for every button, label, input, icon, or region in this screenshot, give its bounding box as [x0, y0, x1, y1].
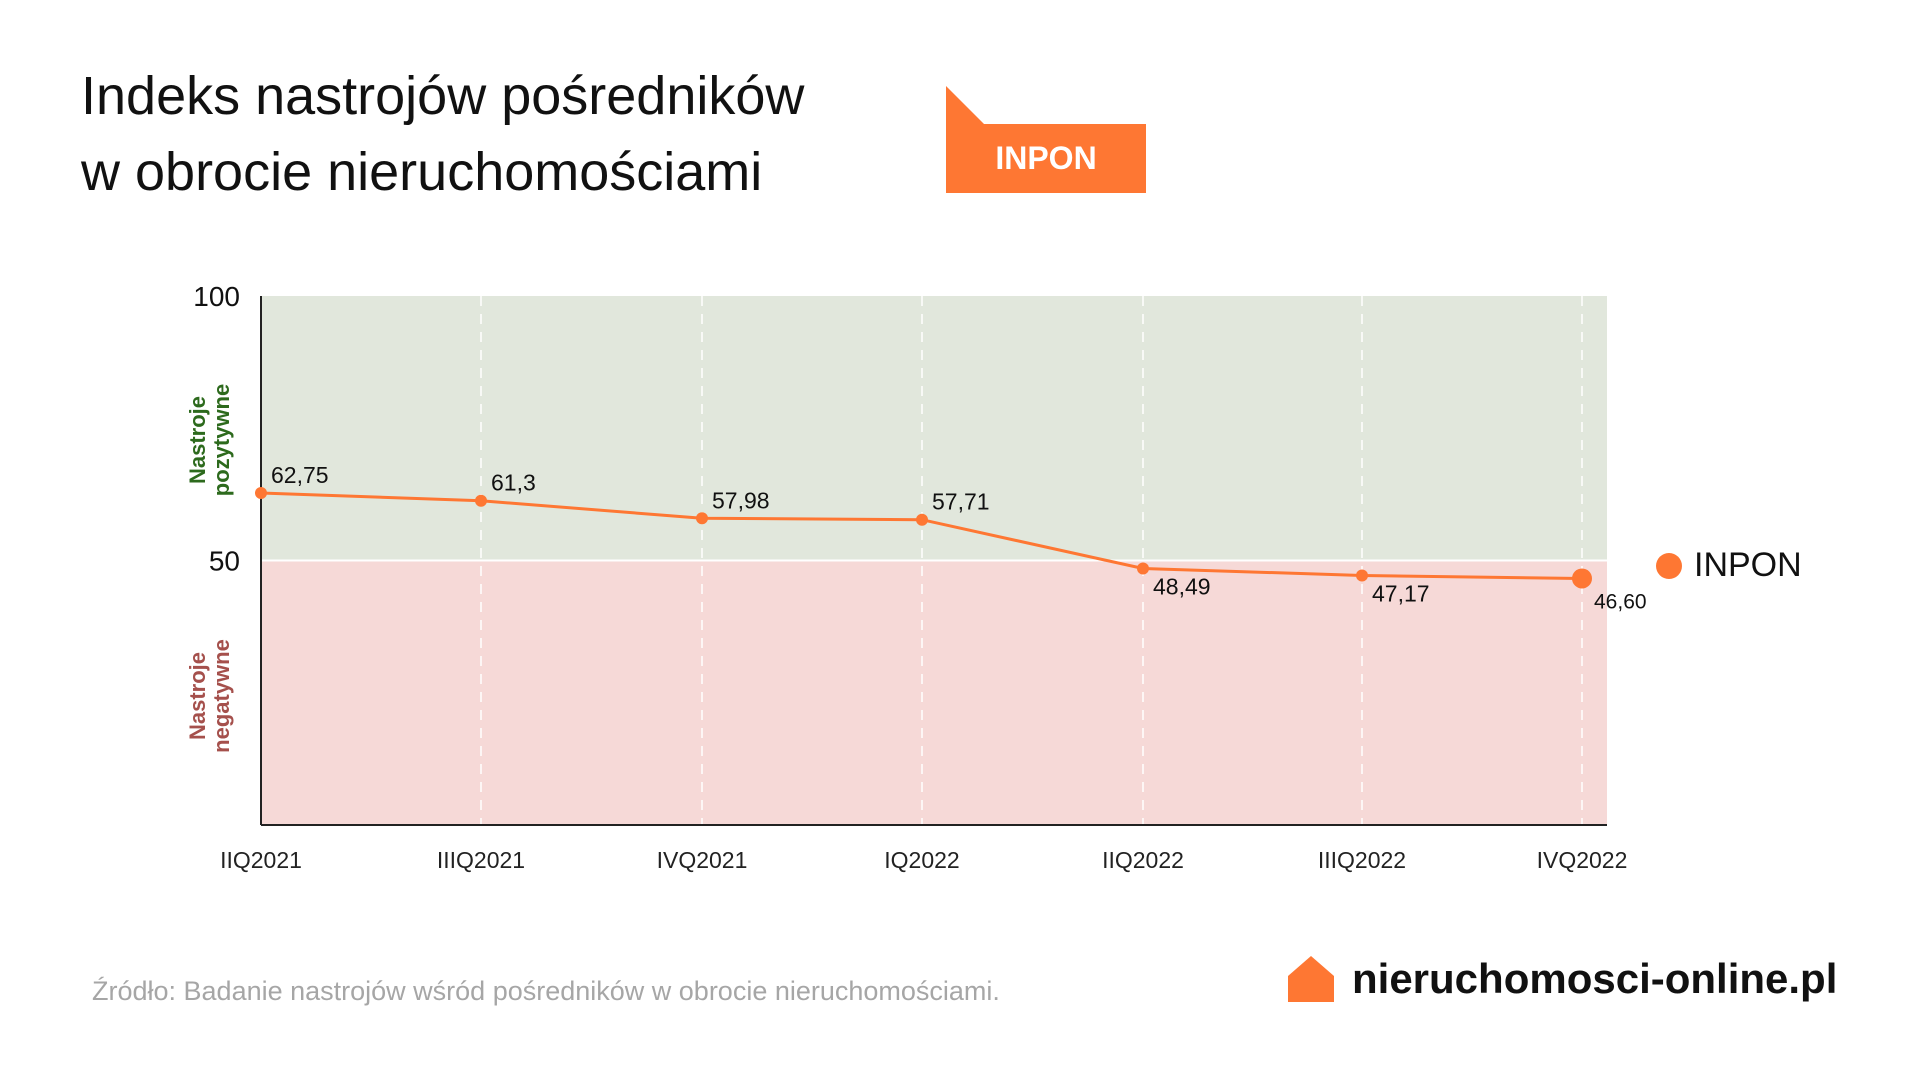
data-label: 57,98	[712, 487, 770, 513]
data-point	[1356, 569, 1368, 582]
page-title: Indeks nastrojów pośredników w obrocie n…	[81, 58, 804, 210]
title-line-1: Indeks nastrojów pośredników	[81, 66, 805, 126]
data-point	[916, 513, 928, 526]
negative-zone-label-line2: negatywne	[209, 639, 234, 753]
positive-zone-label-line2: pozytywne	[209, 383, 234, 497]
data-label: 57,71	[932, 489, 990, 515]
data-point	[1572, 568, 1592, 589]
negative-zone-label: Nastroje negatywne	[185, 626, 234, 766]
badge-shape	[946, 86, 1146, 193]
legend-label: INPON	[1694, 546, 1802, 584]
x-tick-label: IIIQ2021	[437, 847, 525, 873]
y-tick-label: 50	[209, 546, 240, 577]
positive-zone	[261, 296, 1607, 561]
x-tick-label: IIQ2022	[1102, 847, 1184, 873]
legend-dot-icon	[1656, 552, 1682, 579]
y-tick-label: 100	[193, 281, 240, 312]
positive-zone-label: Nastroje pozytywne	[185, 370, 234, 510]
data-label: 48,49	[1153, 573, 1211, 599]
x-tick-label: IIQ2021	[220, 847, 302, 873]
brand-logo: nieruchomosci-online.pl	[1288, 955, 1837, 1003]
data-point	[1137, 562, 1149, 575]
brand-name: nieruchomosci-online.pl	[1352, 955, 1838, 1002]
positive-zone-label-line1: Nastroje	[185, 395, 210, 485]
data-label: 47,17	[1372, 580, 1430, 606]
data-label: 61,3	[491, 470, 536, 496]
data-label: 46,60	[1594, 590, 1647, 613]
x-tick-label: IVQ2021	[657, 847, 748, 873]
x-tick-label: IIIQ2022	[1318, 847, 1406, 873]
x-tick-label: IVQ2022	[1537, 847, 1628, 873]
negative-zone-label-line1: Nastroje	[185, 651, 210, 741]
data-point	[696, 512, 708, 525]
negative-zone	[261, 560, 1607, 825]
title-line-2: w obrocie nieruchomościami	[81, 142, 763, 202]
legend: INPON	[1656, 546, 1802, 585]
x-tick-label: IQ2022	[884, 847, 959, 873]
data-point	[475, 494, 487, 507]
source-note: Źródło: Badanie nastrojów wśród pośredni…	[92, 976, 1000, 1006]
data-point	[255, 487, 267, 500]
house-icon	[1288, 956, 1334, 1002]
badge-label: INPON	[995, 140, 1097, 176]
data-label: 62,75	[271, 462, 329, 488]
